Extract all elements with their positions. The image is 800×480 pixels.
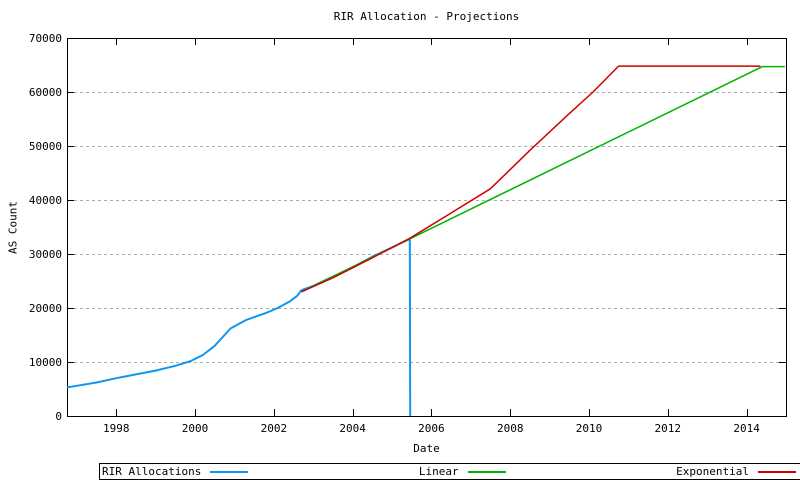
x-tick-label-2000: 2000: [181, 422, 209, 435]
x-tick-label-2012: 2012: [654, 422, 682, 435]
series-line-linear: [301, 65, 785, 293]
legend-item-rir-allocations: RIR Allocations: [102, 465, 249, 478]
legend-item-exponential: Exponential: [676, 465, 796, 478]
legend-item-linear: Linear: [419, 465, 506, 478]
y-tick-label-20000: 20000: [28, 302, 62, 315]
x-axis-title: Date: [413, 442, 440, 455]
legend-box: RIR Allocations Linear Exponential: [99, 463, 800, 480]
x-tick-label-2014: 2014: [733, 422, 760, 435]
x-tick-label-2006: 2006: [418, 422, 445, 435]
series-line-exponential: [301, 65, 761, 293]
y-tick-label-60000: 60000: [28, 86, 62, 99]
y-tick-label-40000: 40000: [28, 194, 62, 207]
y-tick-label-70000: 70000: [28, 32, 62, 45]
x-tick-label-2004: 2004: [339, 422, 366, 435]
x-tick-label-2008: 2008: [496, 422, 524, 435]
chart-title: RIR Allocation - Projections: [333, 10, 520, 23]
legend-label: Exponential: [676, 465, 749, 478]
y-tick-label-0: 0: [55, 410, 62, 423]
legend-line-sample: [210, 470, 249, 473]
legend-label: Linear: [418, 465, 459, 478]
y-tick-label-30000: 30000: [28, 248, 62, 261]
legend-line-sample: [757, 470, 796, 473]
x-tick-label-1998: 1998: [102, 422, 130, 435]
x-tick-label-2002: 2002: [260, 422, 288, 435]
legend-label: RIR Allocations: [102, 465, 202, 478]
plot-border: [67, 38, 787, 417]
x-tick-label-2010: 2010: [575, 422, 603, 435]
legend-line-sample: [467, 470, 506, 473]
y-tick-label-50000: 50000: [28, 140, 62, 153]
y-tick-label-10000: 10000: [28, 356, 62, 369]
